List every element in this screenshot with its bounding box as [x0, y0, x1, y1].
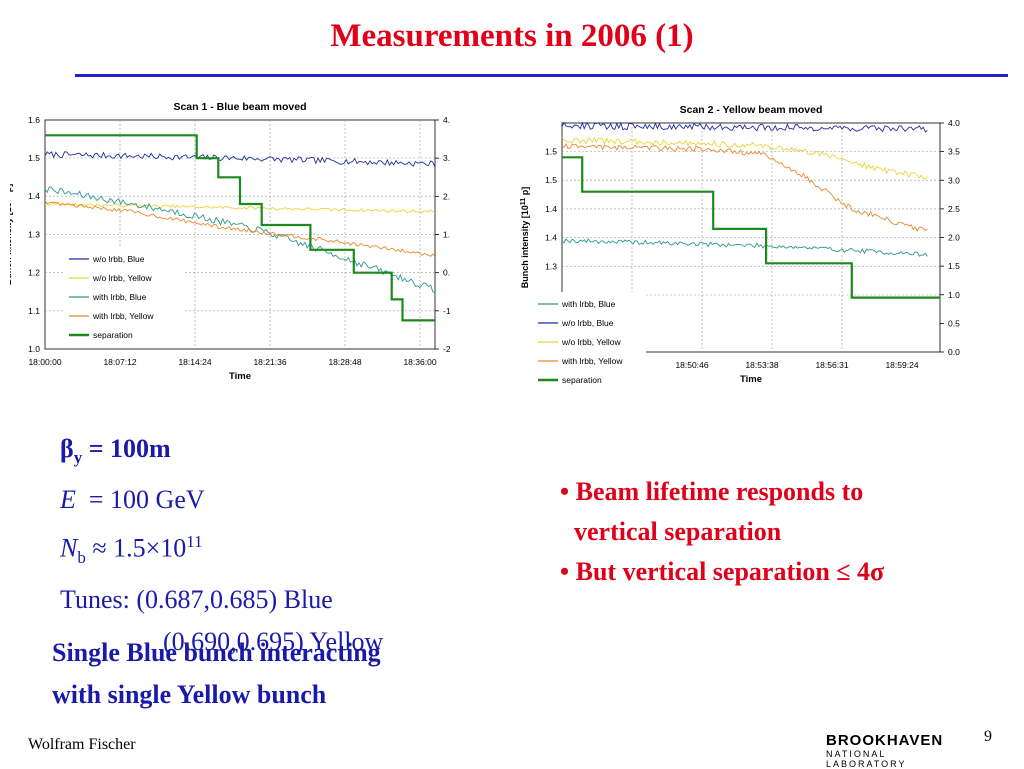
logo-line-2: NATIONAL LABORATORY — [826, 749, 907, 769]
legend-label: separation — [93, 330, 133, 340]
legend-label: with lrbb, Blue — [92, 292, 147, 302]
legend-label: w/o lrbb, Blue — [92, 254, 145, 264]
legend-label: separation — [562, 375, 602, 385]
y2-tick-label: 0.5 — [948, 318, 960, 328]
y-tick-label: 1.4 — [545, 233, 557, 243]
x-tick-label: 18:50:46 — [675, 360, 708, 370]
logo-line-1: BROOKHAVEN — [826, 732, 944, 749]
series-with-lrbb-yellow — [561, 143, 928, 232]
series-with-lrbb-blue — [44, 186, 436, 294]
y-tick-label: 1.6 — [28, 115, 40, 125]
x-tick-label: 18:53:38 — [745, 360, 778, 370]
series-separation — [562, 156, 940, 299]
legend-label: w/o lrbb, Yellow — [92, 273, 152, 283]
slide-title: Measurements in 2006 (1) — [330, 18, 694, 54]
x-tick-label: 18:07:12 — [103, 357, 136, 367]
series-w-o-lrbb-yellow — [561, 137, 928, 180]
nb-subscript: b — [77, 548, 86, 568]
x-tick-label: 18:28:48 — [328, 357, 361, 367]
page-number: 9 — [984, 728, 992, 745]
nb-value: ≈ 1.5×10 — [85, 533, 187, 563]
bullet-list: • Beam lifetime responds to vertical sep… — [560, 472, 884, 592]
x-tick-label: 18:59:24 — [885, 360, 918, 370]
beta-value: = 100m — [82, 434, 171, 463]
series-with-lrbb-blue — [561, 238, 928, 257]
y2-tick-label: 2.0 — [443, 191, 450, 201]
chart-title: Scan 1 - Blue beam moved — [173, 101, 306, 113]
legend-label: with lrbb, Yellow — [561, 356, 623, 366]
x-axis-label: Time — [229, 371, 251, 382]
series-w-o-lrbb-blue — [561, 121, 928, 133]
y-tick-label: 1.4 — [28, 191, 40, 201]
bullet-1-line-2: vertical separation — [574, 517, 782, 546]
x-axis-label: Time — [740, 374, 762, 385]
y-tick-label: 1.0 — [28, 344, 40, 354]
brookhaven-logo: BROOKHAVEN NATIONAL LABORATORY — [826, 732, 968, 769]
y2-tick-label: 0.0 — [443, 268, 450, 278]
series-w-o-lrbb-blue — [44, 151, 436, 167]
beam-parameters: βy = 100m E = 100 GeV Nb ≈ 1.5×1011 Tune… — [60, 428, 383, 663]
y-tick-label: 1.5 — [545, 175, 557, 185]
series-w-o-lrbb-yellow — [44, 202, 436, 214]
energy-symbol: E — [60, 485, 76, 515]
legend-label: w/o lrbb, Yellow — [561, 337, 621, 347]
y2-tick-label: 3.5 — [948, 147, 960, 157]
y-tick-label: 1.4 — [545, 204, 557, 214]
y-axis-label: Bunch intensity [1011 p] — [520, 187, 530, 288]
statement-line-1: Single Blue bunch interacting — [52, 638, 381, 667]
tunes-line-2: (0.690,0.695) Yellow — [163, 627, 384, 657]
beta-symbol: β — [60, 434, 74, 463]
x-tick-label: 18:56:31 — [815, 360, 848, 370]
energy-value: = 100 GeV — [75, 485, 205, 515]
bunch-intensity-line: Nb ≈ 1.5×1011 — [60, 521, 383, 579]
legend-label: with lrbb, Yellow — [92, 311, 154, 321]
x-tick-label: 18:14:24 — [178, 357, 211, 367]
beta-subscript: y — [73, 448, 83, 468]
y-tick-label: 1.3 — [545, 261, 557, 271]
y2-tick-label: 0.0 — [948, 347, 960, 357]
y2-tick-label: 1.5 — [948, 261, 960, 271]
y-tick-label: 1.5 — [28, 153, 40, 163]
energy-line: E = 100 GeV — [60, 479, 383, 521]
x-tick-label: 18:36:00 — [403, 357, 436, 367]
y2-tick-label: 4.0 — [443, 115, 450, 125]
y2-tick-label: 3.0 — [948, 175, 960, 185]
chart-scan-1: Scan 1 - Blue beam moved 1.0 1.1 1.2 1.3 1.4 1… — [10, 101, 450, 382]
bullet-1-line-1: • Beam lifetime responds to — [560, 477, 864, 506]
legend-label: w/o lrbb, Blue — [561, 318, 614, 328]
y2-tick-label: 4.0 — [948, 118, 960, 128]
chart-title: Scan 2 - Yellow beam moved — [680, 104, 823, 116]
chart-legend: with lrbb, Blue w/o lrbb, Blue w/o lrbb, Y… — [534, 292, 646, 393]
y-tick-label: 1.5 — [545, 147, 557, 157]
y2-tick-label: 2.0 — [948, 233, 960, 243]
y-axis-label: Bunch intensity [1011 p] — [10, 184, 13, 285]
chart-scan-2: Scan 2 - Yellow beam moved1.31.31.41.41.… — [520, 104, 960, 393]
bullet-2: • But vertical separation ≤ 4σ — [560, 557, 885, 586]
chart-legend: w/o lrbb, Blue w/o lrbb, Yellow with lrbb,… — [65, 247, 185, 348]
y-tick-label: 1.1 — [28, 306, 40, 316]
beta-line: βy = 100m — [60, 428, 383, 479]
series-separation — [45, 134, 435, 322]
y2-tick-label: 1.0 — [443, 230, 450, 240]
y2-tick-label: 2.5 — [948, 204, 960, 214]
y2-tick-label: -1.0 — [443, 306, 450, 316]
y2-tick-label: 1.0 — [948, 290, 960, 300]
tunes-line-1: Tunes: (0.687,0.685) Blue — [60, 585, 333, 615]
title-rule — [75, 74, 1008, 77]
nb-exponent: 11 — [186, 532, 203, 552]
series-with-lrbb-yellow — [44, 200, 436, 258]
author: Wolfram Fischer — [28, 736, 136, 753]
y2-tick-label: -2.0 — [443, 344, 450, 354]
x-tick-label: 18:00:00 — [28, 357, 61, 367]
statement-line-2: with single Yellow bunch — [52, 680, 327, 709]
x-tick-label: 18:21:36 — [253, 357, 286, 367]
y-tick-label: 1.3 — [28, 229, 40, 239]
bunch-statement: Single Blue bunch interacting with singl… — [52, 632, 381, 716]
y2-tick-label: 3.0 — [443, 153, 450, 163]
y-tick-label: 1.2 — [28, 268, 40, 278]
legend-label: with lrbb, Blue — [561, 299, 616, 309]
nb-symbol: N — [60, 533, 78, 563]
